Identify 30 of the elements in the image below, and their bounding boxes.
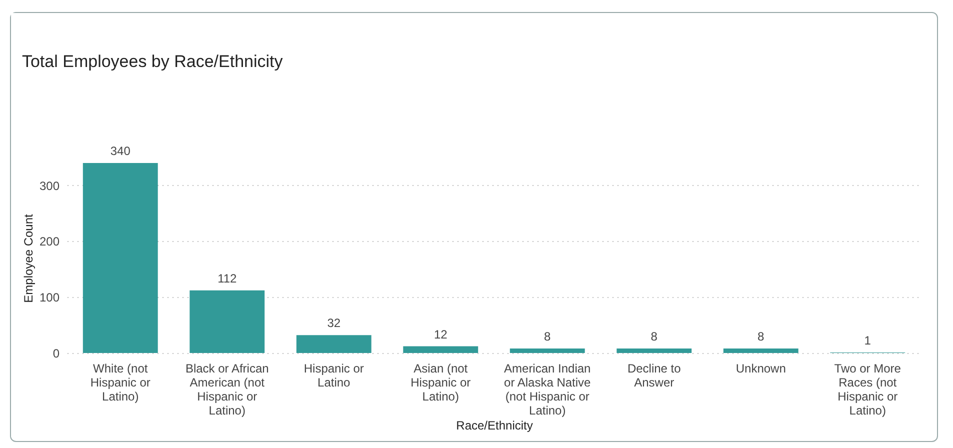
y-tick-label: 0 [52,346,60,360]
bar [510,348,585,353]
x-tick-label: American Indian or Alaska Native (not Hispanic or Latino) [504,362,592,418]
bar [82,163,158,353]
y-tick-label: 200 [39,234,60,249]
y-tick-label: 300 [39,178,60,193]
x-tick-label: Black or African American (not Hispanic or Latino) [185,362,269,418]
data-label: 1 [864,333,872,348]
bar [616,348,692,353]
y-axis-title: Employee Count [21,213,36,303]
data-label: 8 [758,330,765,344]
x-tick-label: Asian (not Hispanic or Latino) [410,362,471,404]
data-label: 8 [650,330,658,344]
data-label: 8 [544,330,552,344]
bar [403,346,478,353]
bar [723,348,798,353]
x-tick-label: White (not Hispanic or Latino) [90,362,150,404]
x-tick-label: Hispanic or Latino [304,362,364,390]
bar [190,290,265,353]
data-label: 12 [434,327,448,342]
data-label: 112 [218,271,238,286]
y-tick-label: 100 [39,290,60,305]
x-tick-label: Decline to Answer [627,362,682,390]
data-label: 32 [327,316,341,330]
bar [296,335,372,353]
x-tick-label: Unknown [736,362,786,376]
data-label: 340 [110,144,131,158]
x-axis-title: Race/Ethnicity [456,418,533,432]
x-tick-label: Two or More Races (not Hispanic or Latino) [834,362,902,418]
chart-title: Total Employees by Race/Ethnicity [22,52,284,71]
